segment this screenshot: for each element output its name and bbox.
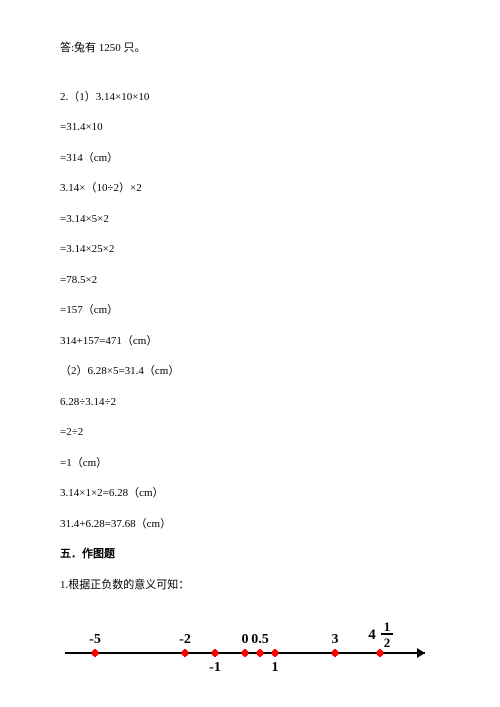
calc-line: =1（cm）: [60, 455, 440, 472]
calc-line: （2）6.28×5=31.4（cm）: [60, 363, 440, 380]
calc-line: =31.4×10: [60, 119, 440, 136]
svg-text:3: 3: [332, 632, 339, 647]
svg-text:-2: -2: [179, 632, 191, 647]
calc-line: =78.5×2: [60, 272, 440, 289]
calc-line: 31.4+6.28=37.68（cm）: [60, 516, 440, 533]
calculation-lines: 2.（1）3.14×10×10 =31.4×10 =314（cm） 3.14×（10÷…: [60, 89, 440, 533]
svg-text:0: 0: [242, 632, 249, 647]
svg-text:1: 1: [384, 619, 391, 634]
svg-text:0.5: 0.5: [251, 632, 269, 647]
number-line-diagram: -5-200.53-11412: [60, 608, 440, 678]
section-5-title: 五．作图题: [60, 546, 440, 563]
svg-text:-1: -1: [209, 660, 221, 675]
section-5-item: 1.根据正负数的意义可知：: [60, 577, 440, 594]
calc-line: =3.14×5×2: [60, 211, 440, 228]
calc-line: 3.14×1×2=6.28（cm）: [60, 485, 440, 502]
svg-text:4: 4: [368, 627, 376, 643]
calc-line: 2.（1）3.14×10×10: [60, 89, 440, 106]
calc-line: 3.14×（10÷2）×2: [60, 180, 440, 197]
calc-line: =2÷2: [60, 424, 440, 441]
calc-line: 314+157=471（cm）: [60, 333, 440, 350]
calc-line: =3.14×25×2: [60, 241, 440, 258]
calc-line: =314（cm）: [60, 150, 440, 167]
calc-line: =157（cm）: [60, 302, 440, 319]
svg-text:-5: -5: [89, 632, 101, 647]
svg-text:2: 2: [384, 635, 391, 650]
svg-text:1: 1: [272, 660, 279, 675]
calc-line: 6.28÷3.14÷2: [60, 394, 440, 411]
answer-intro: 答:兔有 1250 只。: [60, 40, 440, 57]
